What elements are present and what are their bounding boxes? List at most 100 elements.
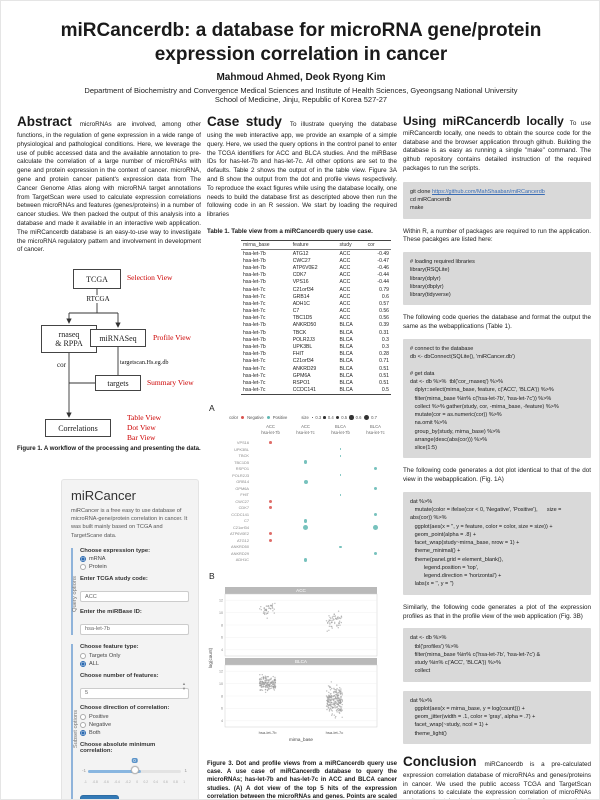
legend-size-dot <box>323 416 326 419</box>
table-cell: hsa-let-7c <box>243 286 266 293</box>
submit-button[interactable]: Submit <box>80 794 119 799</box>
legend-size-value: 0.3 <box>315 415 322 421</box>
radio-protein-label: Protein <box>89 564 107 571</box>
jitter-point <box>273 608 275 610</box>
radio-negative-label: Negative <box>89 721 112 728</box>
dot-plot-facet-headers: ACC hsa-let-7b ACC hsa-let-7c BLCA hsa-let-7b… <box>213 424 393 436</box>
jitter-point <box>270 685 272 688</box>
query-options-label: Query options <box>72 576 79 613</box>
table-header: cor <box>365 240 391 251</box>
jitter-point <box>340 708 342 710</box>
jitter-point <box>330 707 332 710</box>
jitter-point <box>333 613 335 616</box>
radio-unselected-icon[interactable] <box>80 652 86 659</box>
radio-protein[interactable]: Protein <box>80 564 189 571</box>
flowchart-connectors <box>66 289 121 419</box>
correlation-slider[interactable]: -1 1 0 <box>82 757 187 778</box>
dot-plot-row: GRB14 <box>213 479 393 486</box>
jitter-point <box>265 678 267 680</box>
jitter-point <box>339 687 341 689</box>
dot-plot-row: POLR2J3 <box>213 472 393 479</box>
jitter-point <box>339 701 341 703</box>
jitter-point <box>337 618 339 620</box>
y-tick-label: 8 <box>221 694 223 698</box>
profile-paragraph: Similarly, the following code generates … <box>403 603 591 620</box>
table-cell: C7 <box>292 308 300 315</box>
dot-plot-row: C21orf34 <box>213 524 393 531</box>
jitter-point <box>268 607 270 609</box>
jitter-point <box>331 627 333 629</box>
app-title: miRCancer <box>71 488 137 504</box>
table-cell: BLCA <box>339 358 353 365</box>
radio-selected-icon[interactable] <box>80 660 86 667</box>
conclusion-paragraph: Conclusion miRCancerdb is a pre-calculate… <box>403 753 591 799</box>
jitter-point <box>268 678 270 681</box>
radio-selected-icon[interactable] <box>80 556 86 563</box>
jitter-point <box>334 707 337 709</box>
jitter-point <box>335 702 338 704</box>
jitter-point <box>267 676 269 678</box>
jitter-point <box>263 611 265 613</box>
table1-caption: Table 1. Table view from a miRCancerdb q… <box>207 228 373 236</box>
flow-edge-cor: cor <box>57 361 66 370</box>
radio-mrna[interactable]: mRNA <box>80 556 189 563</box>
facet-strip-label: BLCA <box>295 659 308 664</box>
table-cell: 0.28 <box>379 351 389 358</box>
abstract-paragraph: Abstract microRNAs are involved, among ot… <box>17 113 201 255</box>
jitter-point <box>332 618 334 620</box>
jitter-point <box>334 689 337 691</box>
jitter-point <box>341 694 343 696</box>
jitter-point <box>336 625 338 627</box>
feature-label: ADH1C <box>235 557 249 563</box>
expression-type-field: Choose expression type: mRNA Protein <box>80 548 189 571</box>
slider-tick: -0.2 <box>125 779 131 784</box>
jitter-point <box>259 678 261 680</box>
number-features-input[interactable] <box>80 687 189 699</box>
radio-unselected-icon[interactable] <box>80 564 86 571</box>
table-row: hsa-let-7b TBCK BLCA 0.31 <box>241 329 391 336</box>
feature-type-field: Choose feature type: Targets Only ALL <box>80 644 189 667</box>
dot-point <box>302 524 309 530</box>
figure3b-label: B <box>209 571 215 582</box>
radio-all[interactable]: ALL <box>80 660 189 667</box>
facet-header: ACC hsa-let-7b <box>261 424 280 436</box>
slider-tick: 0.8 <box>173 779 178 784</box>
abstract-text: microRNAs are involved, among other func… <box>17 121 201 254</box>
stepper-arrows-icon[interactable]: ▲ ▼ <box>182 681 186 691</box>
mirbase-id-input[interactable] <box>80 623 189 635</box>
x-tick-label: hsa-let-7b <box>259 730 278 735</box>
direction-field: Choose direction of correlation: Positiv… <box>80 705 189 736</box>
jitter-point <box>334 622 336 625</box>
number-stepper[interactable]: ▲▼ <box>80 681 189 699</box>
radio-unselected-icon[interactable] <box>80 713 86 720</box>
radio-negative[interactable]: Negative <box>80 721 189 728</box>
jitter-point <box>334 705 336 707</box>
tcga-code-input[interactable] <box>80 591 189 603</box>
legend-size-value: 0.6 <box>355 415 362 421</box>
facet-header: BLCA hsa-let-7b <box>331 424 350 436</box>
jitter-point <box>337 691 340 694</box>
radio-selected-icon[interactable] <box>80 729 86 736</box>
jitter-point <box>328 629 330 632</box>
radio-positive[interactable]: Positive <box>80 713 189 720</box>
slider-handle[interactable] <box>130 765 139 774</box>
jitter-point <box>339 692 342 695</box>
table-cell: C21orf34 <box>292 358 314 365</box>
dot-plot-row: ADH1C <box>213 557 393 564</box>
jitter-point <box>262 683 264 686</box>
jitter-point <box>262 676 265 678</box>
github-link[interactable]: https://github.com/MahShaaban/miRCancerd… <box>432 188 545 195</box>
radio-targets-only[interactable]: Targets Only <box>80 652 189 659</box>
jitter-point <box>339 706 342 708</box>
jitter-point <box>274 686 277 688</box>
poster-affiliation: Department of Biochemistry and Convergen… <box>84 85 518 105</box>
radio-unselected-icon[interactable] <box>80 721 86 728</box>
feature-label: CDK7 <box>238 505 249 511</box>
table-cell: hsa-let-7c <box>243 315 266 322</box>
facet-header: BLCA hsa-let-7c <box>366 424 385 436</box>
table-row: hsa-let-7c C21orf34 ACC 0.79 <box>241 286 391 293</box>
table-cell: hsa-let-7c <box>243 293 266 300</box>
tcga-code-label: Enter TCGA study code: <box>80 576 148 583</box>
radio-both[interactable]: Both <box>80 729 189 736</box>
